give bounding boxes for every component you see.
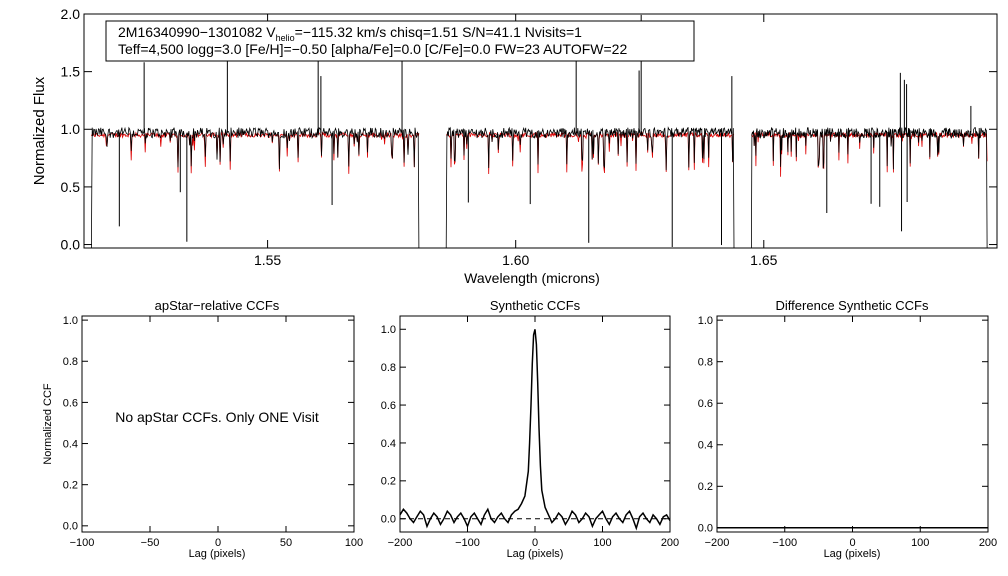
y-tick-label: 0.0: [63, 521, 78, 533]
y-tick-label: 0.6: [698, 398, 713, 410]
synthetic-ccf-panel: 0.0 0.2 0.4 0.6 0.8 1.0 −200 −100 0 100 200 Synth…: [381, 298, 679, 560]
x-tick-label: −100: [70, 537, 95, 549]
synthetic-title: Synthetic CCFs: [490, 298, 581, 313]
x-tick-label: 0: [532, 537, 538, 549]
apstar-title: apStar−relative CCFs: [155, 298, 280, 313]
y-tick-label: 0.6: [381, 400, 396, 412]
x-tick-label: 0: [215, 537, 221, 549]
difference-ccf-panel: 0.0 0.2 0.4 0.6 0.8 1.0 −200 −100 0 100 200 Diffe…: [698, 298, 997, 560]
x-tick-label: 0: [849, 537, 855, 549]
y-tick-label: 1.0: [63, 315, 78, 327]
x-tick-label: 50: [280, 537, 292, 549]
x-tick-label: 100: [593, 537, 611, 549]
apstar-ylabel: Normalized CCF: [42, 383, 54, 465]
x-tick-label: 200: [661, 537, 679, 549]
y-tick-label: 1.0: [61, 121, 81, 137]
synthetic-axes-frame: [399, 315, 671, 533]
x-tick-label: 100: [345, 537, 363, 549]
y-tick-label: 0.4: [698, 440, 713, 452]
observed-spectrum-segment: [751, 127, 988, 249]
synthetic-xlabel: Lag (pixels): [507, 548, 564, 560]
model-spectrum-line: [91, 131, 988, 177]
y-tick-label: 0.8: [698, 357, 713, 369]
observed-spectrum-line: [91, 14, 988, 249]
y-tick-label: 0.2: [381, 476, 396, 488]
x-tick-label: −200: [388, 537, 413, 549]
x-tick-label: −100: [455, 537, 480, 549]
info-box-line-2: Teff=4,500 logg=3.0 [Fe/H]=−0.50 [alpha/…: [118, 41, 627, 57]
y-tick-label: 0.2: [698, 481, 713, 493]
difference-title: Difference Synthetic CCFs: [776, 298, 929, 313]
spectrum-axes-frame: [83, 13, 998, 249]
y-tick-label: 2.0: [61, 6, 81, 22]
y-tick-label: 0.6: [63, 397, 78, 409]
difference-axes-frame: [716, 315, 989, 533]
synthetic-ccf-line: [399, 329, 671, 531]
y-tick-label: 0.4: [381, 438, 396, 450]
y-tick-label: 0.4: [63, 438, 78, 450]
model-spectrum-segment: [751, 131, 988, 177]
observed-spectrum-segment: [91, 126, 420, 249]
y-tick-label: 1.0: [381, 324, 396, 336]
info-box-frame: [105, 20, 695, 62]
x-tick-label: −200: [705, 537, 730, 549]
x-tick-label: 200: [979, 537, 997, 549]
model-spectrum-segment: [91, 131, 420, 174]
x-tick-label: 1.55: [254, 252, 281, 268]
x-tick-label: 100: [911, 537, 929, 549]
y-tick-label: 1.0: [698, 315, 713, 327]
y-tick-label: 0.5: [61, 179, 81, 195]
y-tick-label: 0.8: [63, 356, 78, 368]
info-box-line-1: 2M16340990−1301082 Vhelio=−115.32 km/s c…: [118, 24, 582, 43]
spectrum-panel: 0.0 0.5 1.0 1.5 2.0 1.55 1.60 1.65 Wavelength …: [31, 6, 998, 286]
x-tick-label: 1.60: [502, 252, 529, 268]
y-tick-label: 0.0: [381, 514, 396, 526]
x-tick-label: −100: [772, 537, 797, 549]
spectrum-xlabel: Wavelength (microns): [464, 270, 600, 286]
x-tick-label: 1.65: [750, 252, 777, 268]
apstar-annotation: No apStar CCFs. Only ONE Visit: [115, 409, 319, 425]
y-tick-label: 0.0: [61, 236, 81, 252]
y-tick-label: 1.5: [61, 64, 81, 80]
apstar-xlabel: Lag (pixels): [189, 548, 246, 560]
y-tick-label: 0.8: [381, 362, 396, 374]
y-tick-label: 0.0: [698, 523, 713, 535]
spectrum-info-box: 2M16340990−1301082 Vhelio=−115.32 km/s c…: [105, 20, 695, 62]
y-tick-label: 0.2: [63, 480, 78, 492]
spectrum-ylabel: Normalized Flux: [31, 76, 48, 185]
observed-spectrum-segment: [445, 126, 735, 249]
x-tick-label: −50: [141, 537, 160, 549]
difference-xlabel: Lag (pixels): [824, 548, 881, 560]
apstar-ccf-panel: 0.0 0.2 0.4 0.6 0.8 1.0 −100 −50 0 50 100 apStar−…: [42, 298, 363, 560]
